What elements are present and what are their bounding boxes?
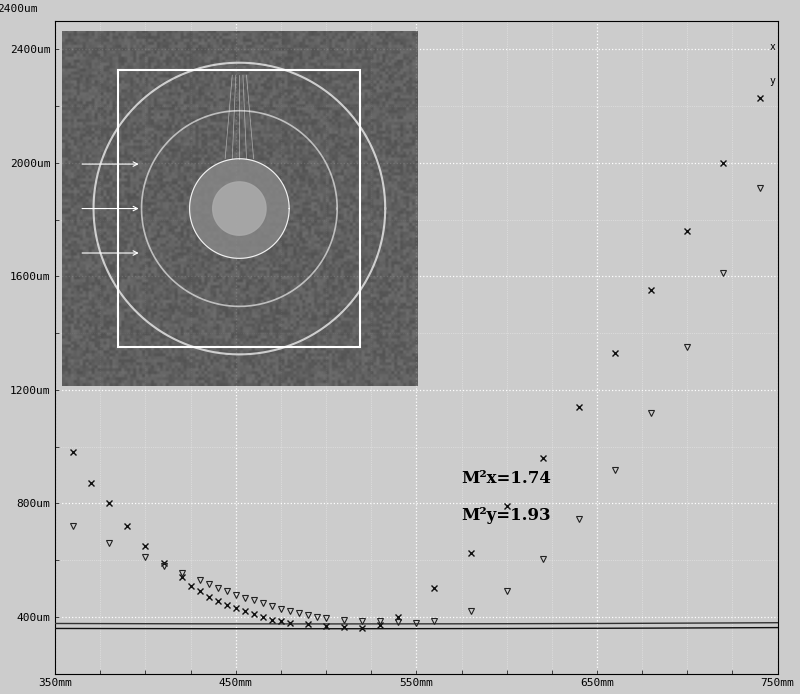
Text: x: x [770,42,775,52]
Text: 2400um: 2400um [0,4,38,15]
Text: M²x=1.74: M²x=1.74 [462,471,551,487]
Text: M²y=1.93: M²y=1.93 [462,507,551,525]
Text: y: y [770,76,775,86]
